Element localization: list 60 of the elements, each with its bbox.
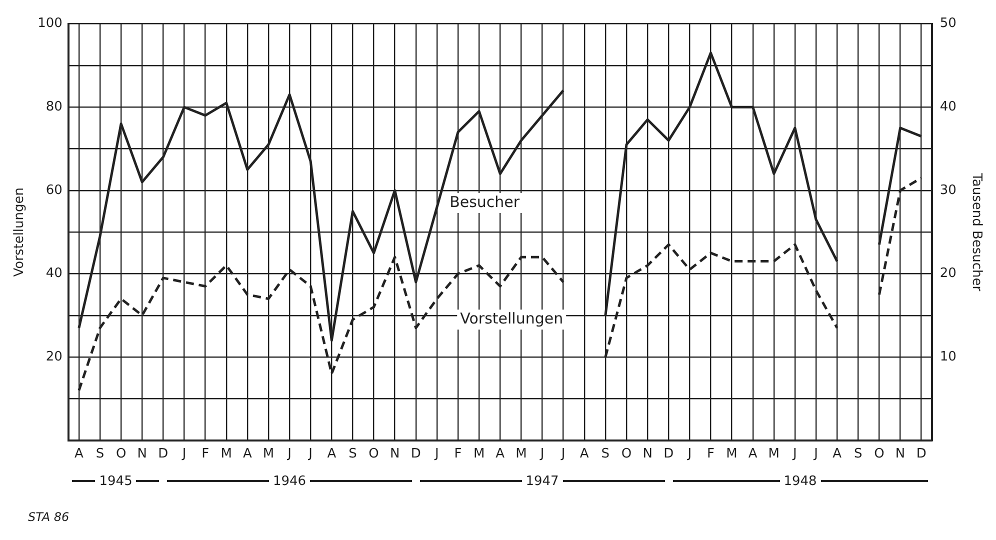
y2-tick-label: 20 — [940, 266, 956, 282]
x-tick-label: D — [916, 446, 926, 462]
x-tick-label: A — [580, 446, 589, 462]
x-tick-label: D — [410, 446, 421, 462]
y-tick-label: 100 — [38, 16, 62, 32]
text: 1945 — [99, 474, 132, 488]
y-tick-label: 80 — [46, 99, 62, 114]
x-tick-label: J — [286, 446, 292, 462]
x-tick-label: S — [348, 446, 357, 462]
x-tick-label: D — [664, 446, 674, 462]
text: 1946 — [272, 474, 306, 488]
x-tick-label: J — [560, 446, 566, 462]
x-tick-label: M — [768, 446, 780, 462]
x-tick-label: A — [832, 446, 842, 462]
x-tick-label: M — [473, 446, 485, 462]
text: 1947 — [526, 474, 559, 488]
x-tick-label: F — [202, 446, 210, 462]
y-tick-label: 40 — [46, 266, 62, 282]
x-tick-label: N — [895, 446, 906, 462]
x-tick-label: O — [621, 446, 632, 462]
y2-tick-label: 40 — [940, 99, 956, 114]
x-tick-label: N — [642, 446, 652, 462]
y2-tick-label: 10 — [940, 349, 956, 364]
series-label: Vorstellungen — [460, 309, 564, 328]
x-tick-label: J — [181, 446, 186, 462]
x-tick-label: F — [706, 446, 714, 462]
x-tick-label: J — [792, 446, 797, 462]
x-tick-label: M — [262, 446, 274, 462]
x-tick-label: A — [242, 446, 252, 462]
x-tick-label: O — [874, 446, 884, 462]
x-tick-label: J — [434, 446, 439, 462]
x-tick-label: S — [854, 446, 862, 462]
y2-tick-label: 50 — [940, 16, 956, 32]
x-tick-label: J — [813, 446, 818, 462]
x-tick-label: A — [327, 446, 336, 462]
x-tick-label: A — [74, 446, 84, 462]
x-tick-label: J — [539, 446, 544, 462]
x-tick-label: A — [748, 446, 758, 462]
x-tick-label: A — [496, 446, 505, 462]
y-axis-title: Vorstellungen — [12, 187, 28, 277]
x-tick-label: J — [686, 446, 692, 462]
x-tick-label: S — [96, 446, 104, 462]
x-tick-label: J — [308, 446, 313, 462]
x-tick-label: M — [516, 446, 527, 462]
x-tick-label: N — [390, 446, 400, 462]
series-label: Besucher — [450, 192, 520, 211]
text: 1948 — [784, 474, 817, 488]
x-tick-label: D — [158, 446, 168, 462]
x-tick-label: O — [368, 446, 379, 462]
text: STA 86 — [28, 510, 70, 524]
x-tick-label: S — [601, 446, 610, 462]
x-tick-label: N — [137, 446, 147, 462]
x-tick-label: F — [454, 446, 462, 462]
y-tick-label: 60 — [46, 182, 62, 198]
y2-tick-label: 30 — [940, 182, 956, 198]
y2-axis-title: Tausend Besucher — [968, 172, 984, 292]
y-tick-label: 20 — [46, 349, 62, 364]
x-tick-label: M — [220, 446, 232, 462]
x-tick-label: M — [726, 446, 738, 462]
x-tick-label: O — [116, 446, 126, 462]
